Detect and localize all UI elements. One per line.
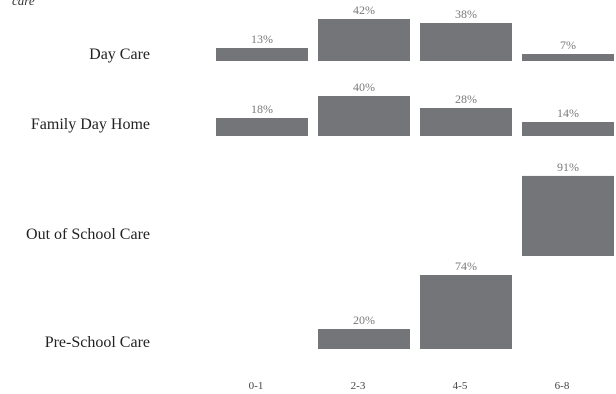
bar-value-label: 20% <box>353 313 375 327</box>
bar <box>522 122 614 136</box>
bar-value-label: 28% <box>455 92 477 106</box>
x-tick-label: 6-8 <box>555 380 570 392</box>
chart-row: Family Day Home 18% 40% 28% 14% <box>31 80 614 136</box>
bar <box>522 54 614 61</box>
x-tick-label: 4-5 <box>453 380 468 392</box>
bar-value-label: 18% <box>251 102 273 116</box>
chart-row: Out of School Care 91% <box>26 160 614 256</box>
bar-value-label: 40% <box>353 80 375 94</box>
bar <box>318 19 410 61</box>
row-label: Family Day Home <box>31 116 150 133</box>
chart-row: Pre-School Care 20% 74% <box>45 259 512 351</box>
row-label: Pre-School Care <box>45 334 150 351</box>
chart-title: care <box>12 0 35 8</box>
row-label: Day Care <box>89 46 150 63</box>
chart-row: Day Care 13% 42% 38% 7% <box>89 3 614 63</box>
bar-value-label: 74% <box>455 259 477 273</box>
chart-rows: Day Care 13% 42% 38% 7% Family Day Home 18% 40%… <box>26 3 614 351</box>
bar-value-label: 38% <box>455 7 477 21</box>
bar-value-label: 13% <box>251 32 273 46</box>
bar-value-label: 14% <box>557 106 579 120</box>
bar <box>318 329 410 349</box>
bar <box>420 275 512 349</box>
bar <box>420 108 512 136</box>
bar <box>522 175 614 256</box>
x-axis-ticks: 0-1 2-3 4-5 6-8 <box>249 380 570 392</box>
bar-value-label: 7% <box>560 38 576 52</box>
x-tick-label: 2-3 <box>351 380 366 392</box>
bar-value-label: 91% <box>557 160 579 174</box>
bar <box>216 48 308 61</box>
row-label: Out of School Care <box>26 226 150 243</box>
bar-value-label: 42% <box>353 3 375 17</box>
bar <box>216 118 308 136</box>
bar <box>318 96 410 136</box>
x-tick-label: 0-1 <box>249 380 264 392</box>
bar <box>420 23 512 61</box>
